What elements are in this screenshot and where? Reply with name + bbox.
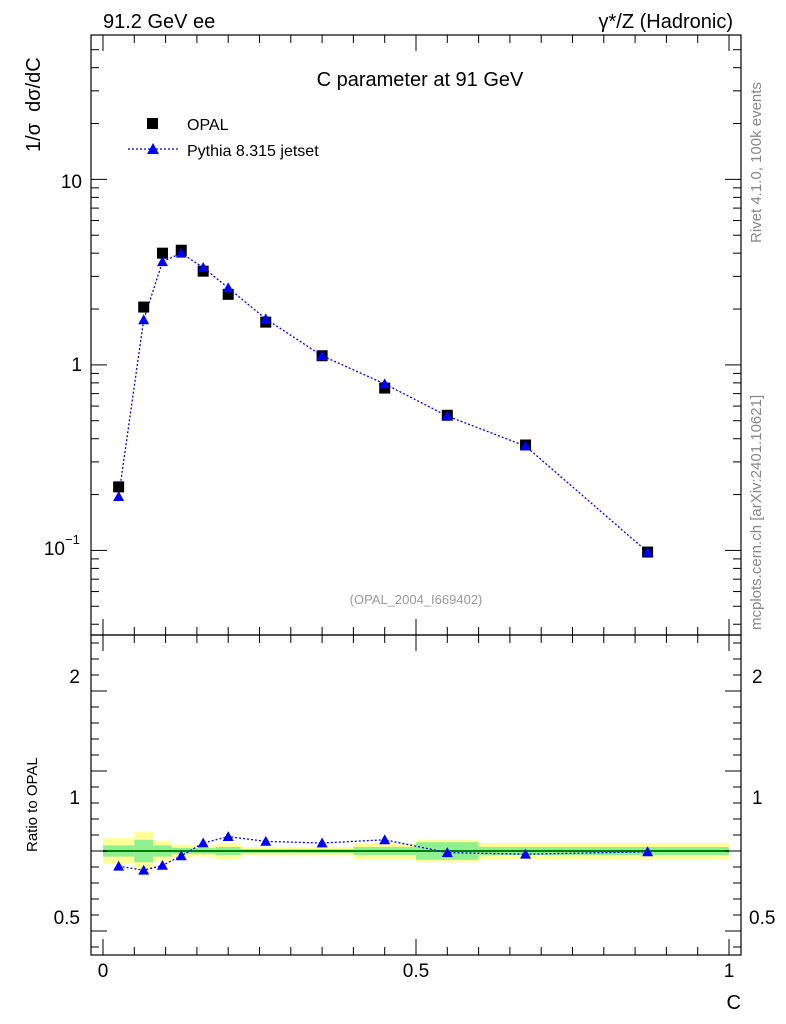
legend: OPAL Pythia 8.315 jetset [128, 117, 319, 160]
opal-data-point [138, 301, 150, 313]
ratio-point [113, 860, 125, 871]
legend-opal-label: OPAL [187, 117, 229, 134]
ratio-point [222, 831, 234, 841]
mc-markers [113, 247, 654, 557]
y-tick-label-10: 10 [61, 172, 82, 193]
ratio-point [520, 848, 532, 859]
ratio-tick-label-0.5-left: 0.5 [54, 908, 80, 929]
x-tick-labels: 0 0.5 1 [98, 961, 735, 982]
legend-pythia-marker [147, 143, 159, 154]
mc-line-group [118, 252, 649, 553]
rivet-version-label: Rivet 4.1.0, 100k events [748, 82, 765, 243]
pythia-mc-point [441, 410, 453, 421]
ratio-point [642, 846, 654, 857]
y-axis-label: 1/σ dσ/dC [23, 57, 45, 152]
x-axis-label: C [727, 992, 741, 1014]
pythia-mc-point [260, 313, 272, 324]
data-markers [113, 244, 654, 558]
mcplots-label: mcplots.cern.ch [arXiv:2401.10621] [748, 395, 765, 630]
pythia-mc-point [197, 261, 209, 272]
y-tick-label-exponent: −1 [65, 532, 80, 547]
ratio-tick-label-0.5-right: 0.5 [749, 908, 775, 929]
mc-series-line [118, 252, 649, 553]
ratio-tick-label-2-right: 2 [752, 667, 763, 688]
y-tick-label-1: 1 [71, 355, 82, 376]
y-tick-label-0.1: 10 [44, 539, 65, 560]
ratio-y-axis-label: Ratio to OPAL [24, 757, 41, 852]
header-process-label: γ*/Z (Hadronic) [599, 11, 733, 33]
ratio-panel: 2 1 0.5 2 1 0.5 Ratio to OPAL 0 0.5 1 C [24, 634, 776, 1014]
ratio-point [175, 850, 187, 861]
pythia-mc-point [222, 282, 234, 293]
ratio-tick-label-1-right: 1 [752, 788, 763, 809]
pythia-mc-point [175, 247, 187, 258]
ratio-point [316, 837, 328, 848]
x-tick-label-1: 1 [724, 961, 735, 982]
ratio-point [156, 859, 168, 870]
pythia-mc-point [156, 256, 168, 267]
ratio-frame [90, 634, 742, 956]
opal-data-point [222, 288, 234, 300]
x-tick-label-0.5: 0.5 [403, 961, 429, 982]
opal-data-point [113, 481, 125, 493]
ratio-tick-label-2-left: 2 [69, 667, 80, 688]
ratio-point [197, 837, 209, 848]
ratio-markers [113, 831, 654, 875]
y-tick-labels: 10 1 10 −1 [44, 172, 82, 560]
ratio-ticks [91, 635, 741, 955]
ratio-tick-labels: 2 1 0.5 2 1 0.5 [54, 667, 776, 929]
main-panel: C parameter at 91 GeV OPAL Pythia 8.315 … [23, 34, 742, 636]
main-ticks [91, 34, 741, 635]
pythia-mc-point [379, 378, 391, 389]
ratio-point [441, 847, 453, 857]
legend-pythia-label: Pythia 8.315 jetset [187, 143, 319, 160]
opal-data-point [156, 247, 168, 259]
analysis-id-label: (OPAL_2004_I669402) [350, 592, 483, 607]
ratio-tick-label-1-left: 1 [69, 788, 80, 809]
x-tick-label-0: 0 [98, 961, 109, 982]
ratio-point [138, 864, 150, 875]
pythia-mc-point [138, 314, 150, 325]
pythia-mc-point [520, 440, 532, 451]
chart-title: C parameter at 91 GeV [317, 69, 524, 91]
header-energy-label: 91.2 GeV ee [103, 11, 215, 33]
pythia-mc-point [316, 350, 328, 361]
pythia-mc-point [113, 491, 125, 502]
pythia-mc-point [642, 546, 654, 557]
legend-opal-marker [147, 118, 158, 129]
ratio-point [379, 834, 391, 845]
ratio-point [260, 835, 272, 846]
